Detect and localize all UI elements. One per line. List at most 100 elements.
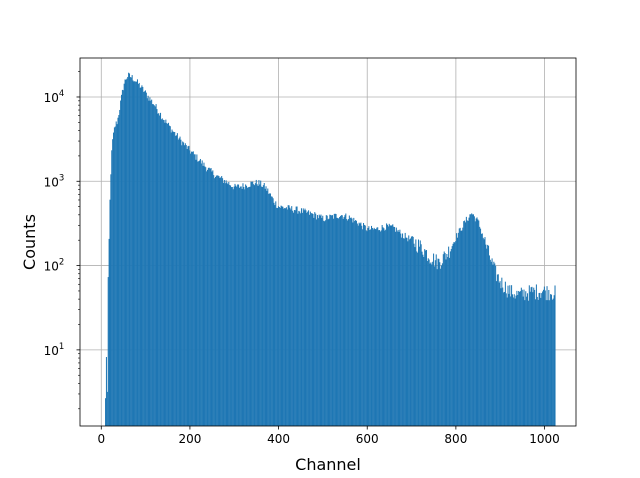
histogram-bar: [138, 82, 140, 427]
histogram-bar: [343, 217, 345, 426]
histogram-bar: [184, 143, 186, 426]
histogram-bar: [315, 213, 317, 426]
histogram-bar: [525, 291, 527, 426]
histogram-bar: [524, 300, 526, 426]
histogram-bar: [175, 135, 178, 426]
histogram-bar: [514, 298, 516, 426]
histogram-bar: [126, 78, 128, 426]
histogram-bar: [306, 212, 308, 426]
histogram-bar: [467, 220, 469, 426]
histogram-bar: [151, 99, 153, 426]
histogram-bar: [262, 185, 264, 426]
histogram-bar: [272, 198, 274, 426]
histogram-bar: [370, 225, 373, 426]
histogram-bar: [295, 206, 297, 426]
histogram-bar: [117, 117, 119, 426]
histogram-bar: [433, 253, 435, 426]
histogram-bar: [282, 206, 284, 426]
histogram-bar: [249, 186, 251, 426]
histogram-bar: [303, 210, 305, 426]
histogram-bar: [114, 126, 116, 427]
histogram-bar: [186, 149, 188, 426]
histogram-bar: [346, 219, 348, 426]
histogram-bar: [302, 208, 304, 426]
histogram-bar: [268, 193, 270, 426]
histogram-bar: [141, 85, 143, 427]
histogram-bar: [460, 230, 462, 426]
histogram-bar: [389, 225, 391, 426]
x-tick-label: 1000: [529, 432, 560, 446]
histogram-bar: [453, 242, 455, 426]
histogram-bar: [388, 223, 390, 426]
bars-layer: [105, 72, 556, 427]
histogram-bar: [222, 182, 224, 426]
histogram-bar: [426, 261, 428, 426]
histogram-bar: [266, 190, 268, 426]
histogram-bar: [162, 119, 164, 427]
histogram-bar: [294, 210, 296, 426]
histogram-bar: [313, 217, 315, 426]
histogram-bar: [213, 175, 215, 426]
histogram-bar: [403, 238, 405, 426]
histogram-bar: [355, 220, 357, 426]
histogram-bar: [484, 237, 486, 426]
histogram-bar: [448, 246, 450, 426]
histogram-bar: [543, 286, 545, 426]
histogram-bar: [517, 295, 519, 426]
histogram-bar: [204, 166, 206, 426]
histogram-bar: [256, 184, 258, 426]
histogram-bar: [222, 178, 224, 426]
histogram-bar: [469, 214, 471, 426]
histogram-bar: [238, 184, 240, 426]
histogram-bar: [464, 220, 466, 426]
histogram-bar: [494, 263, 496, 426]
histogram-bar: [378, 230, 381, 426]
histogram-bar: [497, 274, 499, 426]
histogram-bar: [417, 252, 419, 426]
y-tick-label: 101: [44, 342, 65, 358]
histogram-bar: [304, 208, 306, 426]
histogram-bar: [243, 186, 245, 426]
histogram-bar: [538, 292, 540, 426]
histogram-bar: [339, 216, 342, 426]
histogram-bar: [121, 94, 123, 427]
histogram-bar: [200, 163, 202, 426]
histogram-bar: [211, 171, 213, 426]
histogram-bar: [446, 253, 448, 426]
histogram-bar: [492, 264, 494, 426]
histogram-bar: [146, 98, 148, 427]
histogram-bar: [174, 131, 176, 426]
histogram-bar: [161, 118, 163, 426]
histogram-bar: [209, 168, 211, 427]
histogram-bar: [316, 215, 318, 426]
histogram-bar: [368, 226, 370, 426]
histogram-bar: [379, 231, 381, 426]
histogram-bar: [471, 213, 473, 426]
histogram-bar: [526, 296, 528, 426]
histogram-bar: [178, 138, 180, 426]
histogram-bar: [311, 213, 313, 426]
histogram-bar: [363, 222, 365, 426]
histogram-bar: [170, 132, 172, 426]
histogram-bar: [424, 249, 426, 426]
histogram-bar: [459, 227, 461, 426]
histogram-bar: [464, 222, 467, 426]
histogram-bar: [130, 77, 132, 427]
histogram-bar: [261, 187, 263, 426]
histogram-bar: [165, 119, 167, 426]
histogram-bar: [300, 213, 302, 426]
histogram-bar: [206, 171, 208, 426]
histogram-bar: [515, 295, 517, 426]
histogram-bar: [414, 247, 416, 426]
histogram-bar: [153, 105, 155, 426]
histogram-bar: [254, 183, 256, 426]
histogram-bar: [355, 220, 357, 426]
histogram-bar: [452, 243, 454, 426]
histogram-bar: [337, 218, 339, 426]
histogram-bar: [394, 231, 396, 426]
histogram-bar: [513, 294, 515, 426]
histogram-bar: [193, 154, 195, 426]
histogram-bar: [136, 81, 138, 426]
histogram-bar: [417, 239, 420, 426]
ticks-layer: 0 200 400 600 800 1000 101 102 103 104: [44, 71, 560, 446]
